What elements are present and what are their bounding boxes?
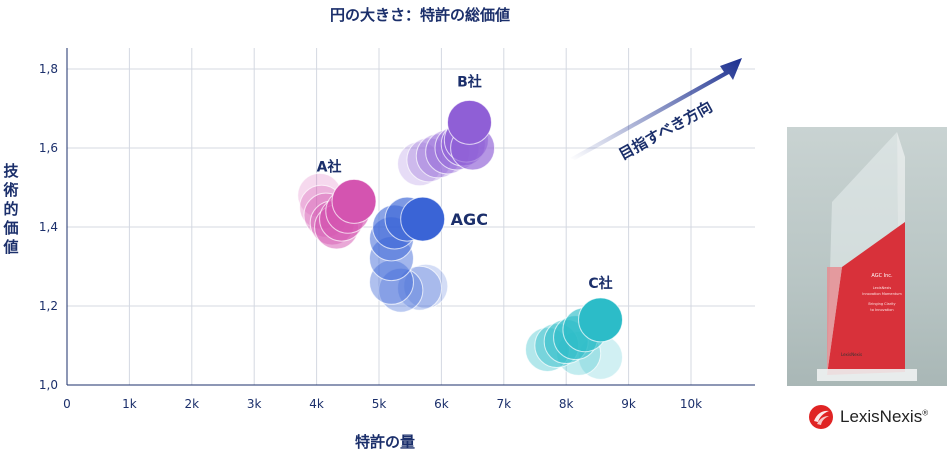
chart-title: 円の大きさ：特許の総価値 — [329, 6, 510, 24]
trophy-plate-line3: Bringing Clarity — [868, 302, 895, 306]
x-tick-label: 8k — [559, 397, 574, 411]
x-tick-label: 9k — [621, 397, 636, 411]
y-tick-label: 1,4 — [39, 220, 58, 234]
x-tick-label: 6k — [434, 397, 449, 411]
x-tick-label: 5k — [372, 397, 387, 411]
trophy-plate-line4: to Innovation — [870, 308, 893, 312]
trophy-photo: AGC Inc. LexisNexis Innovation Momentum … — [787, 127, 947, 386]
series-label: AGC — [451, 210, 488, 229]
direction-arrow-shape — [570, 58, 742, 160]
x-tick-label: 7k — [497, 397, 512, 411]
y-tick-label: 1,6 — [39, 141, 58, 155]
bubble-chart: 0 1k 2k 3k 4k 5k 6k 7k 8k 9k 10k 1,0 1,2 1,4 1,6 1,8 A社… — [39, 48, 755, 411]
y-tick-label: 1,2 — [39, 299, 58, 313]
bubble-C社 — [578, 297, 624, 343]
x-tick-label: 2k — [185, 397, 200, 411]
lexisnexis-logo-text: LexisNexis® — [840, 407, 929, 426]
lexisnexis-logo: LexisNexis® — [808, 404, 928, 430]
x-tick-label: 1k — [122, 397, 137, 411]
trophy-base-text: LexisNexis — [841, 352, 862, 357]
x-tick-label: 0 — [63, 397, 71, 411]
bubble-AGC — [378, 267, 424, 313]
trophy-plate-line1: LexisNexis — [873, 286, 892, 290]
x-tick-label: 4k — [309, 397, 324, 411]
y-tick-label: 1,8 — [39, 62, 58, 76]
y-axis-label: 技術的価値 — [3, 162, 19, 256]
bubble-B社 — [446, 99, 492, 145]
x-axis-label: 特許の量 — [354, 433, 415, 451]
lexisnexis-icon — [809, 405, 833, 429]
series-label: B社 — [457, 73, 482, 90]
trophy-plate-line2: Innovation Momentum — [862, 292, 902, 296]
series-label: C社 — [588, 275, 612, 292]
x-tick-label: 10k — [680, 397, 702, 411]
series-labels: A社 B社 AGC C社 — [317, 73, 613, 292]
axes: 0 1k 2k 3k 4k 5k 6k 7k 8k 9k 10k 1,0 1,2 1,4 1,6 1,8 — [39, 48, 755, 411]
trophy-plate-company: AGC Inc. — [871, 273, 893, 279]
x-tick-label: 3k — [247, 397, 262, 411]
y-tick-label: 1,0 — [39, 378, 58, 392]
bubble-A社 — [331, 178, 377, 224]
bubble-AGC — [400, 196, 446, 242]
series-label: A社 — [317, 158, 342, 175]
bubbles — [297, 99, 624, 380]
bubble-AGC — [397, 265, 443, 311]
